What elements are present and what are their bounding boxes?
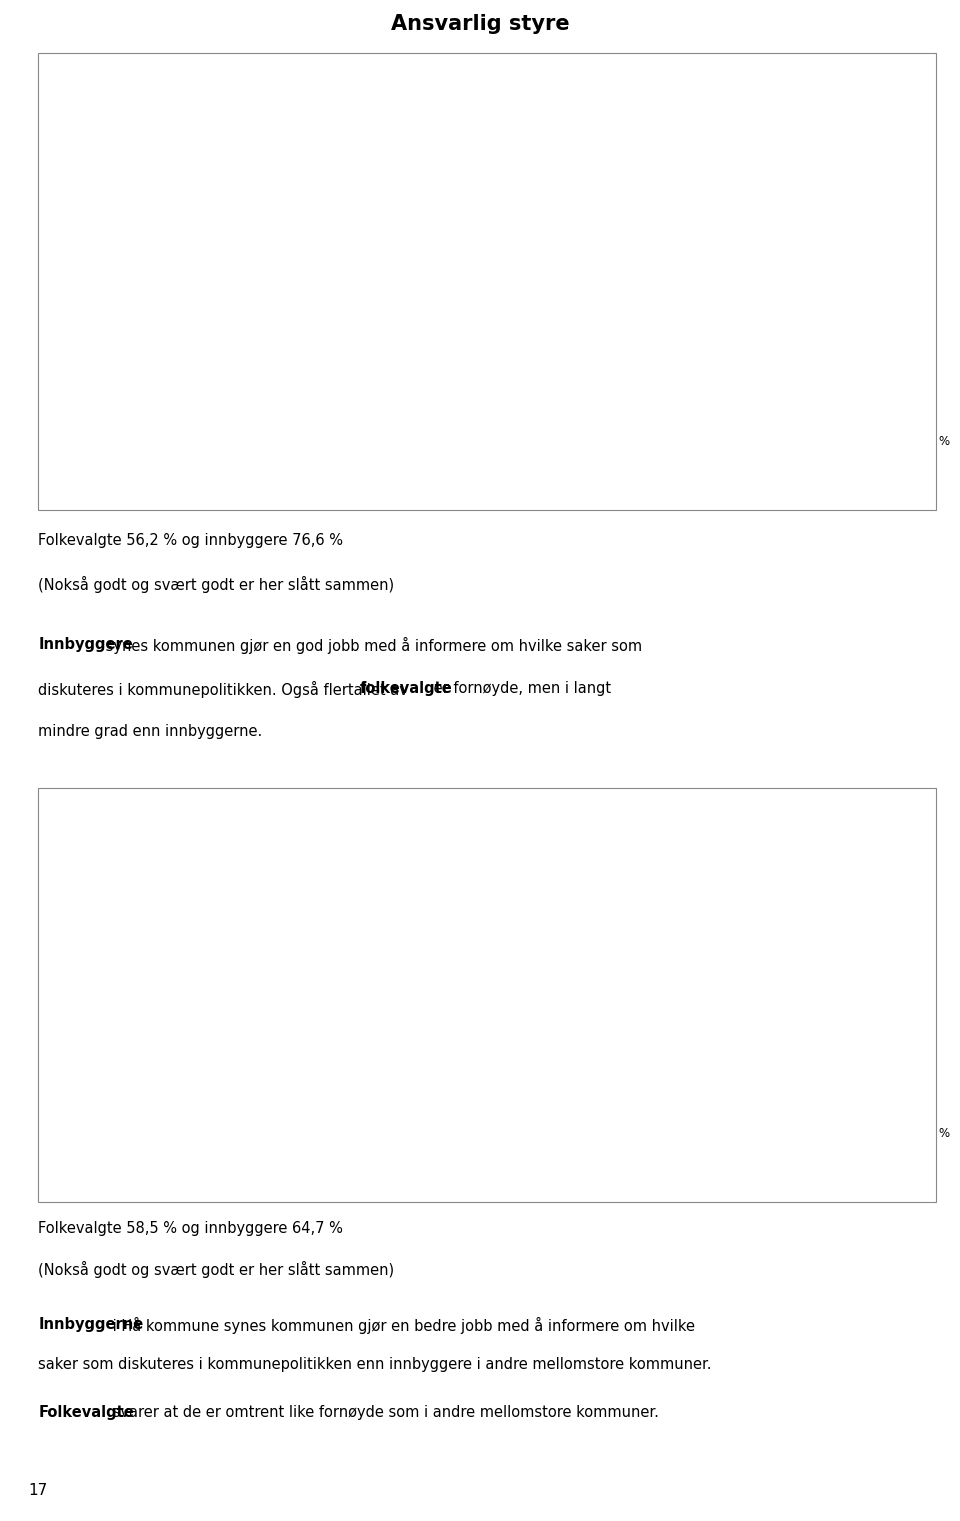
Text: 51,5 %: 51,5 % bbox=[489, 359, 535, 371]
Text: 17: 17 bbox=[29, 1483, 48, 1498]
Text: i Hå kommune synes kommunen gjør en bedre jobb med å informere om hvilke: i Hå kommune synes kommunen gjør en bedr… bbox=[108, 1317, 695, 1334]
Text: 1 - Passer svært dårlig: 1 - Passer svært dårlig bbox=[78, 1151, 212, 1167]
Text: 24,8 %: 24,8 % bbox=[272, 1063, 318, 1077]
Text: Innbyggerne: Innbyggerne bbox=[38, 1317, 144, 1332]
Text: 10,5 %: 10,5 % bbox=[126, 1063, 172, 1077]
Text: er fornøyde, men i langt: er fornøyde, men i langt bbox=[429, 681, 612, 695]
Text: Folkevalgte 56,2 % og innbyggere 76,6 %: Folkevalgte 56,2 % og innbyggere 76,6 % bbox=[38, 532, 344, 548]
Bar bbox=[278, 447, 293, 481]
Text: 4 - Passer svært godt: 4 - Passer svært godt bbox=[717, 1153, 844, 1165]
Text: 3 - Passer nokså godt: 3 - Passer nokså godt bbox=[522, 456, 649, 472]
Bar bbox=[57, 1142, 71, 1176]
Text: 7,6 %: 7,6 % bbox=[118, 976, 156, 990]
Text: folkevalgte: folkevalgte bbox=[360, 681, 452, 695]
Text: 17,3 %: 17,3 % bbox=[837, 1063, 883, 1077]
Bar bbox=[106, 335, 177, 395]
Text: 53,1 %: 53,1 % bbox=[662, 248, 708, 260]
Bar bbox=[397, 1046, 788, 1094]
Text: 2 - Passer nokså dårlig: 2 - Passer nokså dårlig bbox=[300, 1151, 434, 1167]
Text: Innbyggere: Innbyggere bbox=[38, 637, 133, 653]
Text: Ansvarlig styre: Ansvarlig styre bbox=[391, 14, 569, 35]
Text: 3,1 %: 3,1 % bbox=[899, 248, 936, 260]
Text: 40,6 %: 40,6 % bbox=[276, 248, 322, 260]
Bar bbox=[192, 1046, 397, 1094]
Bar bbox=[106, 1046, 192, 1094]
Bar bbox=[724, 335, 931, 395]
Bar bbox=[278, 1142, 293, 1176]
Text: 14,8 %: 14,8 % bbox=[215, 359, 260, 371]
Bar bbox=[696, 447, 710, 481]
Bar bbox=[106, 224, 132, 284]
Text: svarer at de er omtrent like fornøyde som i andre mellomstore kommuner.: svarer at de er omtrent like fornøyde so… bbox=[108, 1405, 659, 1421]
Title: Kommunen gjør en god jobb med å informere innbyggerne med om
hvilke saker som di: Kommunen gjør en god jobb med å informer… bbox=[258, 113, 779, 149]
Text: (Nokså godt og svært godt er her slått sammen): (Nokså godt og svært godt er her slått s… bbox=[38, 1261, 395, 1278]
Text: 8,6 %: 8,6 % bbox=[123, 359, 159, 371]
Text: 25,1 %: 25,1 % bbox=[804, 359, 851, 371]
Text: 33,9 %: 33,9 % bbox=[285, 976, 331, 990]
Bar bbox=[106, 960, 168, 1007]
Bar bbox=[501, 1142, 516, 1176]
Text: (Nokså godt og svært godt er her slått sammen): (Nokså godt og svært godt er her slått s… bbox=[38, 576, 395, 593]
Text: saker som diskuteres i kommunepolitikken enn innbyggere i andre mellomstore komm: saker som diskuteres i kommunepolitikken… bbox=[38, 1357, 712, 1372]
Bar bbox=[904, 224, 930, 284]
Text: synes kommunen gjør en god jobb med å informere om hvilke saker som: synes kommunen gjør en god jobb med å in… bbox=[102, 637, 642, 654]
Text: Folkevalgte: Folkevalgte bbox=[38, 1405, 134, 1421]
Text: 50,2 %: 50,2 % bbox=[633, 976, 679, 990]
Bar bbox=[299, 335, 724, 395]
Text: 2 - Passer nokså dårlig: 2 - Passer nokså dårlig bbox=[300, 456, 434, 472]
Text: diskuteres i kommunepolitikken. Også flertallet av: diskuteres i kommunepolitikken. Også fle… bbox=[38, 681, 413, 698]
Bar bbox=[467, 224, 904, 284]
Text: 8,3 %: 8,3 % bbox=[878, 976, 916, 990]
Bar bbox=[863, 960, 931, 1007]
Bar bbox=[501, 447, 516, 481]
Bar bbox=[448, 960, 863, 1007]
Text: 4 - Passer svært godt: 4 - Passer svært godt bbox=[717, 458, 844, 470]
Bar bbox=[57, 447, 71, 481]
Title: Kommunen gjør en god jobb med å informere innbyggerne med om
hvilke saker som di: Kommunen gjør en god jobb med å informer… bbox=[258, 847, 779, 899]
Text: 1 - Passer svært dårlig: 1 - Passer svært dårlig bbox=[78, 456, 212, 472]
Text: mindre grad enn innbyggerne.: mindre grad enn innbyggerne. bbox=[38, 724, 263, 739]
Bar bbox=[788, 1046, 931, 1094]
Bar bbox=[168, 960, 448, 1007]
Text: 3 - Passer nokså godt: 3 - Passer nokså godt bbox=[522, 1151, 649, 1167]
Text: 3,1 %: 3,1 % bbox=[100, 248, 137, 260]
Bar bbox=[696, 1142, 710, 1176]
Text: Folkevalgte 58,5 % og innbyggere 64,7 %: Folkevalgte 58,5 % og innbyggere 64,7 % bbox=[38, 1221, 344, 1237]
Bar bbox=[177, 335, 299, 395]
Bar bbox=[132, 224, 467, 284]
Text: 47,4 %: 47,4 % bbox=[569, 1063, 615, 1077]
